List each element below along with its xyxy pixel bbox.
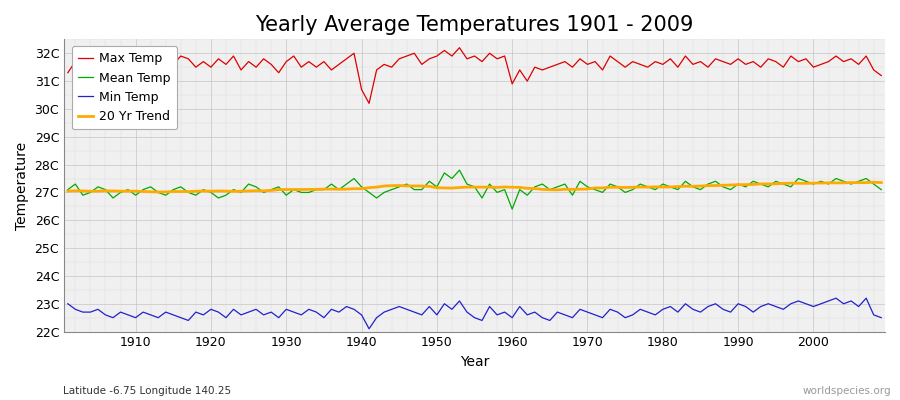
20 Yr Trend [605,185,616,190]
20 Yr Trend [341,187,352,192]
Max Temp [62,70,73,75]
Y-axis label: Temperature: Temperature [15,141,29,230]
Min Temp [876,315,886,320]
20 Yr Trend [514,185,525,190]
Max Temp [522,79,533,84]
Min Temp [288,310,299,314]
Mean Temp [522,193,533,198]
Legend: Max Temp, Mean Temp, Min Temp, 20 Yr Trend: Max Temp, Mean Temp, Min Temp, 20 Yr Tre… [72,46,177,129]
Mean Temp [62,187,73,192]
Max Temp [122,54,133,58]
Mean Temp [514,187,525,192]
Min Temp [364,326,374,331]
20 Yr Trend [868,180,879,185]
20 Yr Trend [296,187,307,192]
20 Yr Trend [153,190,164,194]
Mean Temp [454,168,465,172]
Max Temp [288,54,299,58]
Mean Temp [507,207,517,212]
Mean Temp [122,187,133,192]
Max Temp [364,101,374,106]
Line: Mean Temp: Mean Temp [68,170,881,209]
Line: 20 Yr Trend: 20 Yr Trend [68,182,881,192]
Mean Temp [876,187,886,192]
Max Temp [514,68,525,72]
Max Temp [876,73,886,78]
Max Temp [612,59,623,64]
Min Temp [62,301,73,306]
Max Temp [454,45,465,50]
20 Yr Trend [122,189,133,194]
Min Temp [334,310,345,314]
Min Temp [507,315,517,320]
Mean Temp [288,187,299,192]
Line: Max Temp: Max Temp [68,48,881,103]
Text: Latitude -6.75 Longitude 140.25: Latitude -6.75 Longitude 140.25 [63,386,231,396]
Min Temp [122,312,133,317]
20 Yr Trend [62,189,73,194]
Mean Temp [334,187,345,192]
20 Yr Trend [876,180,886,185]
Title: Yearly Average Temperatures 1901 - 2009: Yearly Average Temperatures 1901 - 2009 [256,15,694,35]
Max Temp [334,62,345,67]
Min Temp [605,307,616,312]
Min Temp [831,296,842,300]
Mean Temp [612,184,623,189]
X-axis label: Year: Year [460,355,490,369]
Line: Min Temp: Min Temp [68,298,881,329]
Min Temp [514,304,525,309]
Text: worldspecies.org: worldspecies.org [803,386,891,396]
20 Yr Trend [507,185,517,190]
